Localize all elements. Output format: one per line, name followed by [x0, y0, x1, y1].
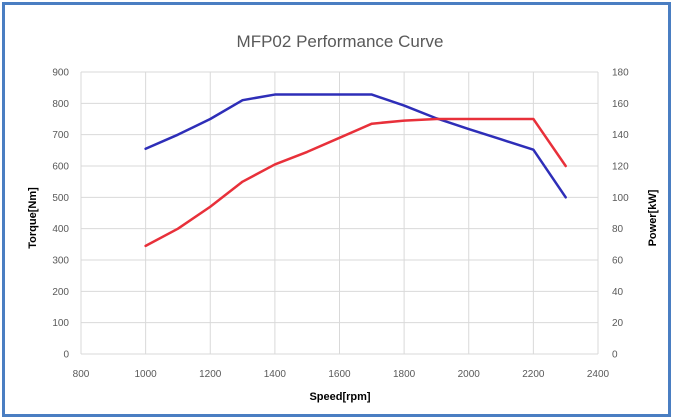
- y-tick-label: 300: [52, 256, 69, 267]
- y-tick-label: 0: [63, 350, 69, 361]
- y-tick-label: 900: [52, 68, 69, 79]
- tick-labels: 0 100 200 300 400 500 600 700 800 900 0 20 40 60 80 100…: [52, 68, 629, 381]
- torque-series-line: [144, 93, 567, 199]
- y2-tick-label: 60: [612, 256, 624, 267]
- x-tick-label: 1200: [199, 369, 222, 380]
- y2-tick-label: 100: [612, 193, 629, 204]
- y2-axis-label: Power[kW]: [647, 189, 659, 246]
- series-lines: [144, 93, 567, 248]
- y-tick-label: 600: [52, 162, 69, 173]
- y-tick-label: 100: [52, 318, 69, 329]
- grid-lines: [80, 71, 599, 355]
- y2-tick-label: 80: [612, 224, 624, 235]
- y2-tick-label: 0: [612, 350, 618, 361]
- y-tick-label: 400: [52, 224, 69, 235]
- y2-tick-label: 120: [612, 162, 629, 173]
- x-tick-label: 1400: [264, 369, 287, 380]
- x-axis-label: Speed[rpm]: [309, 391, 370, 403]
- x-tick-label: 1000: [135, 369, 158, 380]
- y2-tick-label: 160: [612, 99, 629, 110]
- y2-tick-label: 20: [612, 318, 624, 329]
- y2-tick-label: 40: [612, 287, 624, 298]
- y2-tick-label: 140: [612, 130, 629, 141]
- x-tick-label: 2200: [522, 369, 545, 380]
- y2-tick-label: 180: [612, 68, 629, 79]
- y-tick-label: 500: [52, 193, 69, 204]
- y-tick-label: 700: [52, 130, 69, 141]
- power-series-line: [144, 117, 567, 248]
- x-tick-label: 1600: [328, 369, 351, 380]
- x-tick-label: 2000: [458, 369, 481, 380]
- y-tick-label: 800: [52, 99, 69, 110]
- y-axis-label: Torque[Nm]: [27, 187, 39, 249]
- x-tick-label: 800: [73, 369, 90, 380]
- x-tick-label: 1800: [393, 369, 416, 380]
- x-tick-label: 2400: [587, 369, 610, 380]
- y-tick-label: 200: [52, 287, 69, 298]
- chart-title: MFP02 Performance Curve: [237, 32, 444, 51]
